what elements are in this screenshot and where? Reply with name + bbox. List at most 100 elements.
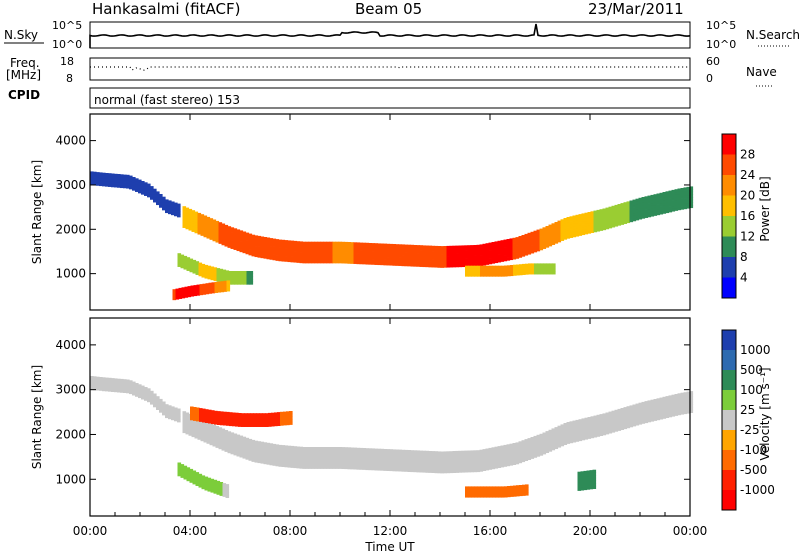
velocity-cell <box>542 443 547 447</box>
power-cell <box>467 250 472 254</box>
power-cell <box>248 252 253 256</box>
velocity-cell <box>536 453 541 457</box>
power-cell <box>434 264 439 268</box>
velocity-cell <box>572 423 577 427</box>
power-cell <box>644 199 649 203</box>
power-cell <box>198 265 203 269</box>
velocity-cell <box>560 427 565 431</box>
power-cell <box>275 247 280 251</box>
power-cell <box>470 258 475 262</box>
power-cell <box>168 205 172 209</box>
power-cell <box>614 204 619 208</box>
velocity-cell <box>506 446 511 450</box>
power-cell <box>138 179 142 183</box>
velocity-cell <box>111 383 115 387</box>
velocity-cell <box>680 403 685 407</box>
velocity-cell <box>263 458 268 462</box>
power-cell <box>650 194 655 198</box>
velocity-cell <box>592 485 597 489</box>
power-cell <box>632 204 637 208</box>
velocity-cell <box>653 401 658 405</box>
power-cell <box>611 205 616 209</box>
power-cell <box>185 207 190 211</box>
power-cell <box>320 255 325 259</box>
velocity-cell <box>280 411 284 415</box>
power-cell <box>404 247 409 251</box>
velocity-cell <box>470 453 475 457</box>
power-cell <box>184 292 189 296</box>
velocity-cell <box>262 421 266 425</box>
power-cell <box>332 255 337 259</box>
power-cell <box>674 202 679 206</box>
power-cell <box>192 265 197 269</box>
power-cell <box>413 260 418 264</box>
velocity-cell <box>506 452 511 456</box>
velocity-cell <box>371 467 376 471</box>
power-cell <box>335 244 340 248</box>
velocity-cell <box>271 420 275 424</box>
power-cell <box>398 249 403 253</box>
power-cell <box>329 247 334 251</box>
velocity-cell <box>476 460 481 464</box>
velocity-cell <box>199 413 203 417</box>
power-cell <box>217 286 222 290</box>
velocity-cell <box>377 451 382 455</box>
velocity-cell <box>437 462 442 466</box>
power-cell <box>135 181 139 185</box>
velocity-cell <box>247 415 251 419</box>
power-cell <box>293 254 298 258</box>
power-cell <box>611 208 616 212</box>
velocity-cell <box>203 426 208 430</box>
velocity-cell <box>174 410 178 414</box>
power-cell <box>492 268 496 272</box>
velocity-cell <box>515 458 520 462</box>
velocity-cell <box>365 461 370 465</box>
power-cell <box>214 281 219 285</box>
power-cell <box>226 283 231 287</box>
power-cell <box>542 245 547 249</box>
velocity-cell <box>461 466 466 470</box>
velocity-cell <box>284 456 289 460</box>
velocity-cell <box>518 452 523 456</box>
power-cell <box>214 287 219 291</box>
velocity-cell <box>407 468 412 472</box>
velocity-cell <box>425 467 430 471</box>
velocity-cell <box>153 401 157 405</box>
velocity-cell <box>283 411 287 415</box>
velocity-cell <box>548 448 553 452</box>
power-cell <box>536 240 541 244</box>
power-cell <box>644 204 649 208</box>
velocity-cell <box>111 386 115 390</box>
velocity-cell <box>171 409 175 413</box>
velocity-cell <box>280 417 284 421</box>
velocity-cell <box>251 453 256 457</box>
velocity-cell <box>590 421 595 425</box>
power-cell <box>269 240 274 244</box>
power-cell <box>563 236 568 240</box>
velocity-cell <box>605 426 610 430</box>
velocity-cell <box>299 462 304 466</box>
velocity-cell <box>656 398 661 402</box>
power-cell <box>489 271 493 275</box>
velocity-cell <box>230 451 235 455</box>
velocity-cell <box>365 456 370 460</box>
velocity-cell <box>197 423 202 427</box>
velocity-cell <box>554 429 559 433</box>
power-cell <box>290 240 295 244</box>
power-cell <box>560 232 565 236</box>
power-cell <box>191 228 196 232</box>
power-cell <box>680 201 685 205</box>
velocity-cell <box>480 489 484 493</box>
power-cell <box>683 190 688 194</box>
power-cell <box>471 268 475 272</box>
velocity-ytick-label: 3000 <box>55 383 86 397</box>
velocity-cell <box>557 444 562 448</box>
velocity-colorbar-swatch <box>722 330 736 351</box>
velocity-cell <box>674 407 679 411</box>
power-cell <box>470 261 475 265</box>
power-cell <box>548 237 553 241</box>
power-cell <box>527 243 532 247</box>
power-cell <box>257 241 262 245</box>
velocity-cell <box>644 401 649 405</box>
velocity-cell <box>674 412 679 416</box>
